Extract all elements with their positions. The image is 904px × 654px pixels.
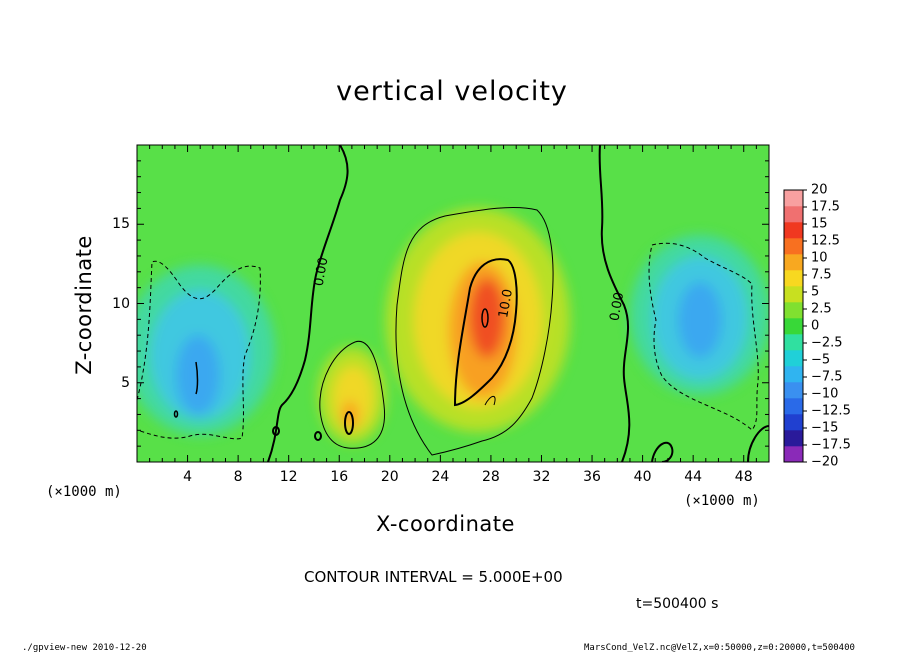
colorbar-label: −15: [811, 420, 839, 436]
y-tick-label: 10: [112, 295, 130, 312]
contour-interval-text: CONTOUR INTERVAL = 5.000E+00: [304, 568, 563, 586]
colorbar-label: 5: [811, 284, 820, 300]
contour-10-main: [453, 258, 518, 407]
zero-contour-blob: [272, 426, 280, 436]
zero-contour-corner: [747, 425, 769, 462]
colorbar: [783, 189, 807, 463]
axis-ticks: [137, 145, 769, 462]
time-text: t=500400 s: [636, 596, 719, 612]
contour-neg5-right: [648, 242, 759, 431]
colorbar-label: 2.5: [811, 301, 832, 317]
colorbar-band: [784, 222, 803, 239]
contour-label: 0.00: [607, 291, 627, 322]
contour-5-small: [319, 340, 386, 449]
updraft-main-core: [469, 278, 505, 358]
zero-contour-left: [267, 145, 349, 462]
colorbar-band: [784, 238, 803, 255]
colorbar-label: −17.5: [811, 437, 851, 453]
colorbar-band: [784, 366, 803, 383]
colorbar-band: [784, 254, 803, 271]
colorbar-label: 15: [811, 216, 828, 232]
x-tick-label: 36: [583, 469, 601, 485]
colorbar-label: −5: [811, 352, 831, 368]
colorbar-label: 20: [811, 182, 828, 198]
y-tick-label: 5: [121, 374, 130, 391]
contour-neg5-left: [137, 260, 261, 440]
colorbar-band: [784, 318, 803, 335]
contour-15-core: [481, 308, 489, 328]
downdraft-right-core: [678, 282, 722, 358]
colorbar-band: [784, 446, 803, 463]
x-tick-label: 24: [431, 469, 450, 485]
colorbar-label: −10: [811, 386, 839, 402]
contour-label: 0.00: [312, 256, 332, 287]
colorbar-label: −2.5: [811, 335, 843, 351]
x-unit-label-right: (×1000 m): [684, 493, 760, 509]
colorbar-band: [784, 382, 803, 399]
y-tick-label: 15: [112, 216, 130, 233]
colorbar-band: [784, 206, 803, 223]
x-tick-label: 16: [330, 469, 349, 485]
colorbar-band: [784, 302, 803, 319]
x-tick-label: 4: [183, 469, 193, 485]
contour-label: 10.0: [496, 288, 516, 319]
footer-left: ./gpview-new 2010-12-20: [22, 643, 147, 653]
x-tick-label: 8: [233, 469, 243, 485]
colorbar-band: [784, 270, 803, 287]
zero-contour-right: [598, 145, 631, 462]
contour-neg10-blob: [173, 410, 179, 418]
chart-title: vertical velocity: [336, 76, 568, 107]
colorbar-band: [784, 350, 803, 367]
x-tick-label: 20: [380, 469, 399, 485]
x-tick-label: 12: [279, 469, 298, 485]
colorbar-band: [784, 414, 803, 431]
contour-labels: 0.00 10.0 0.00: [312, 256, 628, 322]
x-tick-label: 48: [734, 469, 753, 485]
y-axis-label: Z-coordinate: [72, 235, 96, 375]
x-unit-label-left: (×1000 m): [46, 484, 122, 500]
x-axis-label: X-coordinate: [376, 512, 515, 536]
x-tick-label: 32: [532, 469, 551, 485]
footer-right: MarsCond_VelZ.nc@VelZ,x=0:50000,z=0:2000…: [584, 643, 855, 653]
contour-10-tail: [484, 395, 496, 406]
colorbar-band: [784, 190, 803, 207]
x-tick-label: 44: [684, 469, 703, 485]
contour-5-main: [395, 207, 554, 456]
contour-10-small: [344, 411, 354, 435]
colorbar-label: 0: [811, 318, 820, 334]
colorbar-band: [784, 430, 803, 447]
contours: [137, 145, 769, 462]
colorbar-label: −20: [811, 454, 839, 470]
colorbar-label: 7.5: [811, 267, 832, 283]
colorbar-label: 17.5: [811, 199, 840, 215]
zero-contour-lobe: [651, 441, 674, 462]
colorbar-label: −7.5: [811, 369, 843, 385]
colorbar-band: [784, 286, 803, 303]
colorbar-label: 10: [811, 250, 828, 266]
colorbar-label: 12.5: [811, 233, 840, 249]
zero-contour-blob2: [314, 431, 322, 441]
x-tick-label: 28: [481, 469, 500, 485]
velocity-field: [137, 208, 769, 443]
x-tick-label: 40: [633, 469, 652, 485]
colorbar-band: [784, 334, 803, 351]
contour-neg10-left: [195, 361, 199, 395]
colorbar-band: [784, 398, 803, 415]
colorbar-label: −12.5: [811, 403, 851, 419]
